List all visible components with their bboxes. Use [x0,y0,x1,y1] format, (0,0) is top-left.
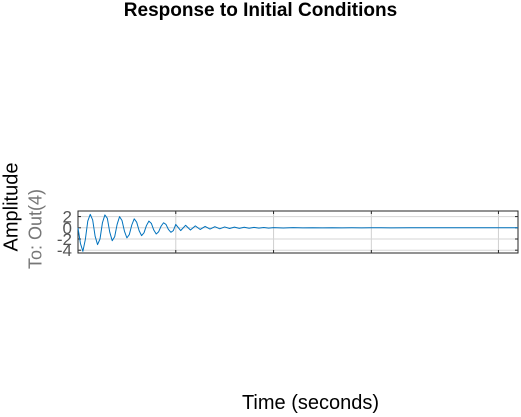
y-tick-label: -2 [57,230,72,249]
y-tick-label: 0 [63,219,72,238]
axes-box [77,210,519,254]
y-tick-label: -4 [57,241,72,260]
chart-title: Response to Initial Conditions [123,0,398,21]
x-tick-marks [175,211,499,253]
series-layer [77,213,518,252]
response-series-line [77,213,518,252]
y-tick-labels: 20-2-4 [57,208,518,260]
x-axis-label: Time (seconds) [241,392,380,414]
y-tick-label: 2 [63,208,72,227]
